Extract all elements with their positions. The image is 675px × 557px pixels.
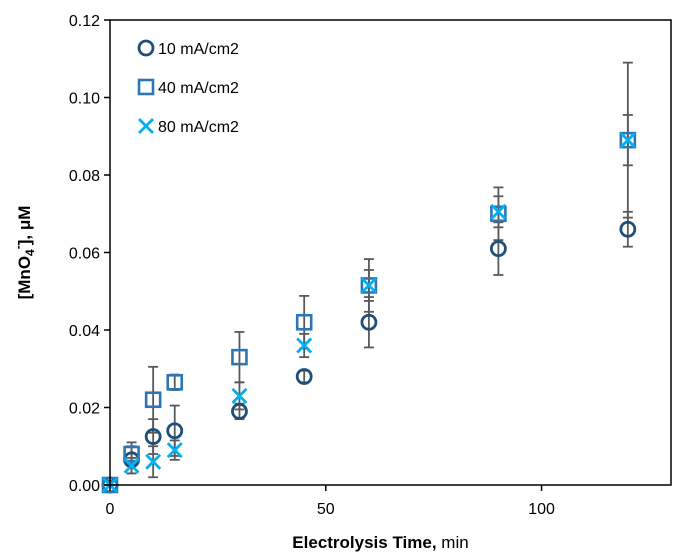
y-axis-label-superscript: -: [11, 245, 25, 249]
data-point-square: [166, 374, 184, 391]
legend-label: 80 mA/cm2: [158, 119, 239, 136]
data-point-square: [231, 348, 248, 366]
data-point-circle: [489, 240, 507, 258]
y-axis-label-subscript: 4: [23, 249, 37, 256]
data-markers: [101, 131, 637, 494]
data-point-x: [619, 132, 636, 149]
legend-circle-icon: [137, 39, 155, 57]
data-point-x: [360, 277, 377, 294]
data-point-x: [166, 442, 183, 459]
x-axis-label-bold: Electrolysis Time,: [292, 533, 436, 552]
y-tick-label: 0.02: [69, 401, 100, 418]
y-tick-label: 0.12: [69, 13, 100, 30]
y-axis-label-group: [MnO4-], μM: [11, 206, 37, 300]
data-point-x: [490, 203, 507, 220]
x-axis-label-unit: min: [437, 533, 469, 552]
data-point-circle: [619, 220, 637, 238]
data-point-x: [145, 453, 162, 470]
data-point-x: [231, 387, 248, 404]
y-tick-label: 0.10: [69, 91, 100, 108]
data-point-square: [619, 131, 637, 149]
y-axis-label-close: ], μM: [15, 206, 34, 246]
data-point-circle: [144, 428, 162, 445]
y-axis-ticks: 0.00 0.02 0.04 0.06 0.08 0.10 0.12: [69, 13, 110, 495]
y-axis-label-open: [MnO: [15, 256, 34, 299]
legend-square-icon: [137, 78, 155, 96]
data-point-circle: [231, 402, 248, 420]
legend-label: 10 mA/cm2: [158, 41, 239, 58]
data-point-square: [123, 445, 140, 463]
data-point-x: [123, 457, 140, 474]
legend: 10 mA/cm2 40 mA/cm2 80 mA/cm2: [137, 39, 239, 136]
legend-x-icon: [138, 118, 154, 134]
data-point-square: [295, 313, 313, 331]
y-axis-label: [MnO4-], μM: [11, 206, 37, 300]
x-tick-label: 0: [106, 501, 115, 518]
x-tick-label: 100: [528, 501, 555, 518]
data-point-x: [296, 337, 313, 354]
x-axis-ticks: 0 50 100: [106, 485, 555, 518]
data-point-circle: [166, 422, 184, 440]
data-point-square: [490, 205, 507, 223]
y-tick-label: 0.06: [69, 246, 100, 263]
data-point-square: [360, 277, 378, 294]
x-tick-label: 50: [317, 501, 335, 518]
y-tick-label: 0.08: [69, 168, 100, 185]
y-tick-label: 0.04: [69, 323, 100, 340]
data-point-square: [144, 391, 162, 409]
data-point-circle: [360, 313, 378, 331]
data-point-circle: [295, 368, 313, 385]
x-axis-label: Electrolysis Time, min: [292, 533, 468, 552]
y-tick-label: 0.00: [69, 478, 100, 495]
legend-label: 40 mA/cm2: [158, 80, 239, 97]
